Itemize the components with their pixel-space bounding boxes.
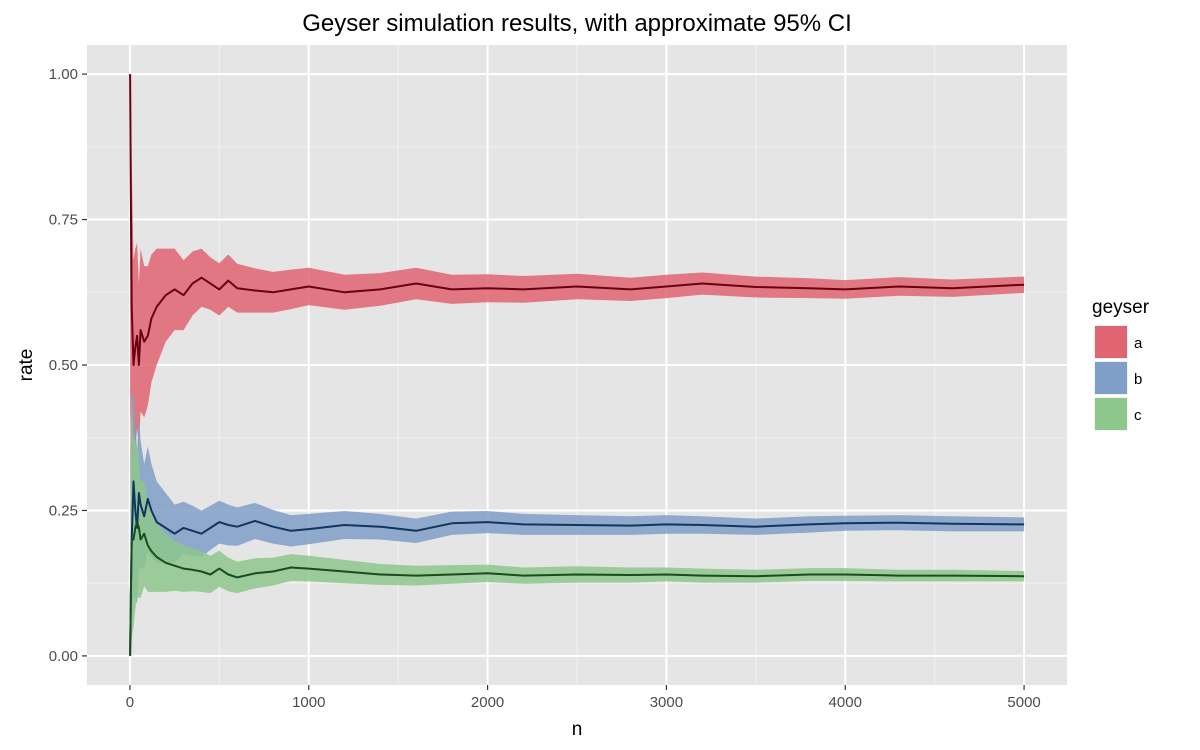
- y-tick-label: 0.50: [49, 357, 78, 374]
- y-axis: 0.00 0.25 0.50 0.75 1.00: [49, 66, 87, 665]
- x-tick-label: 3000: [650, 694, 683, 711]
- y-axis-title: rate: [16, 349, 37, 382]
- x-tick-label: 1000: [292, 694, 325, 711]
- rate-line-c: [129, 521, 1025, 656]
- legend-label-b: b: [1134, 371, 1142, 388]
- x-tick-label: 2000: [471, 694, 504, 711]
- x-axis: 0 1000 2000 3000 4000 5000: [126, 685, 1041, 711]
- rate-lines: [129, 74, 1025, 656]
- legend: geyser a b c: [1092, 297, 1150, 431]
- legend-key-a: [1095, 326, 1127, 358]
- y-tick-label: 0.00: [49, 648, 78, 665]
- x-tick-label: 4000: [829, 694, 862, 711]
- legend-label-c: c: [1134, 407, 1142, 424]
- legend-label-a: a: [1134, 335, 1143, 352]
- chart-title: Geyser simulation results, with approxim…: [302, 10, 852, 37]
- rate-line-b: [129, 480, 1025, 656]
- x-axis-title: n: [572, 719, 583, 740]
- y-tick-label: 0.75: [49, 212, 78, 229]
- legend-title: geyser: [1092, 297, 1150, 318]
- rate-line-a: [129, 74, 1025, 366]
- x-tick-label: 5000: [1007, 694, 1040, 711]
- x-tick-label: 0: [126, 694, 134, 711]
- y-tick-label: 1.00: [49, 66, 78, 83]
- legend-key-b: [1095, 362, 1127, 394]
- legend-key-c: [1095, 398, 1127, 430]
- y-tick-label: 0.25: [49, 502, 78, 519]
